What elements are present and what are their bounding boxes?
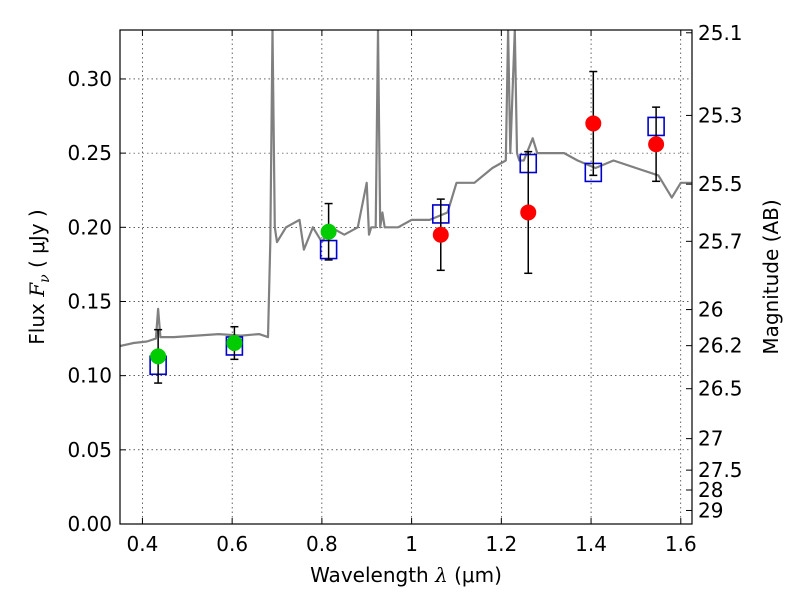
mag-tick-label: 29 [698,498,723,522]
mag-tick-label: 26.5 [698,377,743,401]
observed-flux-point [520,204,537,221]
x-tick-label: 0.4 [127,532,159,556]
plot-frame [119,29,693,525]
x-tick-label: 1 [405,532,418,556]
mag-tick-label: 25.7 [698,229,743,253]
y-axis-label: Flux Fν ( μJy ) [25,209,53,344]
y-tick-label: 0.25 [67,141,112,165]
mag-tick-label: 25.1 [698,21,743,45]
plot-area [120,30,692,384]
observed-flux-point [648,136,665,153]
observed-flux-point [320,223,337,240]
mag-tick-label: 26.2 [698,334,743,358]
x-tick-label: 1.2 [485,532,517,556]
mag-tick-label: 26 [698,298,723,322]
x-tick-label: 1.4 [575,532,607,556]
y-tick-label: 0.05 [67,438,112,462]
x-tick-label: 1.6 [665,532,697,556]
x-tick-label: 0.6 [216,532,248,556]
mag-tick-label: 25.5 [698,172,743,196]
y-tick-label: 0.10 [67,364,112,388]
y2-axis-label: Magnitude (AB) [759,199,783,354]
grid-lines [120,30,692,525]
y-tick-label: 0.20 [67,215,112,239]
mag-tick-label: 28 [698,478,723,502]
mag-tick-label: 27 [698,427,723,451]
mag-tick-label: 27.5 [698,458,743,482]
y-tick-label: 0.15 [67,289,112,313]
axis-ticks: 0.4 0.6 0.8 1 1.2 1.4 1.6 0.00 0.05 0.10 0.15 0.20 0… [67,21,742,556]
x-tick-label: 0.8 [306,532,338,556]
mag-tick-label: 25.3 [698,103,743,127]
observed-flux-point [226,335,243,352]
y-tick-label: 0.30 [67,67,112,91]
observed-flux-point [432,226,449,243]
observed-flux-point [585,115,602,132]
x-axis-label: Wavelength λ (μm) [310,563,502,587]
model-spectrum-line [120,30,692,348]
observed-flux-point [150,348,167,365]
y-tick-label: 0.00 [67,512,112,536]
